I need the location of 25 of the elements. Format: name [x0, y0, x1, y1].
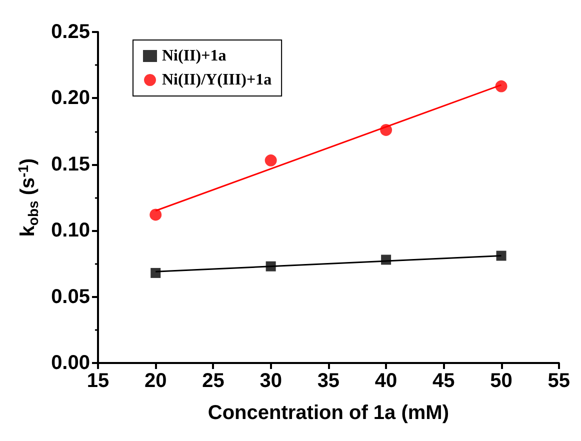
x-tick-label: 50	[490, 370, 512, 392]
point	[266, 261, 276, 272]
x-tick-label: 40	[374, 370, 398, 392]
point	[264, 154, 277, 166]
x-axis-title: Concentration of 1a (mM)	[208, 402, 449, 424]
point	[381, 254, 392, 265]
y-tick-label: 0.20	[51, 87, 90, 110]
x-tick-label: 25	[202, 370, 224, 392]
point	[380, 124, 392, 136]
y-tick-label: 0.25	[51, 21, 90, 43]
x-tick-label: 30	[260, 370, 282, 392]
x-tick-label: 35	[317, 370, 340, 392]
y-tick-label: 0.10	[51, 220, 90, 242]
legend-label: Ni(II)+1a	[162, 48, 226, 64]
point	[150, 268, 161, 278]
point	[150, 208, 162, 221]
x-tick-label: 45	[432, 370, 455, 392]
x-tick-label: 20	[144, 370, 167, 392]
y-tick-label: 0.05	[51, 286, 90, 308]
point	[495, 80, 508, 92]
point	[496, 250, 506, 261]
legend-label: Ni(II)/Y(III)+1a	[162, 72, 272, 88]
y-tick-label: 0.15	[51, 153, 90, 176]
y-axis-title: kobs (s-1)	[15, 158, 41, 237]
x-tick-label: 55	[548, 370, 570, 392]
